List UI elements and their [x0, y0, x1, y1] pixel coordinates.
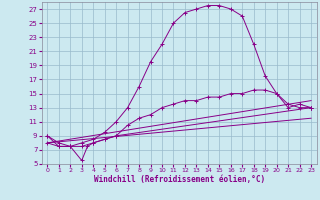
X-axis label: Windchill (Refroidissement éolien,°C): Windchill (Refroidissement éolien,°C): [94, 175, 265, 184]
